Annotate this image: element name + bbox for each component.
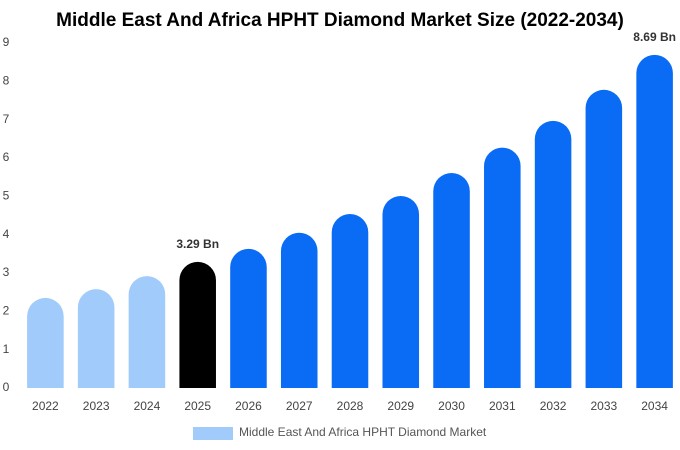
y-tick-label: 5 — [3, 189, 10, 203]
bar — [636, 54, 673, 389]
y-tick-label: 1 — [3, 342, 10, 356]
bar — [280, 232, 318, 388]
x-tick-label: 2030 — [438, 399, 465, 413]
x-tick-label: 2026 — [235, 399, 262, 413]
bar — [27, 297, 64, 388]
y-tick-label: 9 — [3, 35, 10, 49]
legend-label: Middle East And Africa HPHT Diamond Mark… — [239, 425, 487, 439]
x-tick-label: 2032 — [540, 399, 567, 413]
bar — [585, 89, 623, 388]
bar — [179, 261, 216, 388]
x-tick-label: 2028 — [337, 399, 364, 413]
value-label: 8.69 Bn — [633, 30, 676, 44]
bar — [382, 195, 420, 388]
y-tick-label: 3 — [3, 265, 10, 279]
x-tick-label: 2033 — [590, 399, 617, 413]
x-tick-label: 2023 — [83, 399, 110, 413]
y-tick-label: 0 — [3, 380, 10, 394]
y-tick-label: 7 — [3, 112, 10, 126]
x-tick-label: 2022 — [32, 399, 59, 413]
bar — [433, 172, 470, 388]
bar — [128, 276, 166, 388]
x-tick-label: 2025 — [184, 399, 211, 413]
value-label: 3.29 Bn — [176, 237, 219, 251]
y-tick-label: 8 — [3, 74, 10, 88]
bar — [230, 248, 267, 388]
x-tick-label: 2027 — [286, 399, 313, 413]
y-tick-label: 2 — [3, 304, 10, 318]
x-tick-label: 2029 — [387, 399, 414, 413]
bar — [77, 289, 115, 388]
legend-swatch — [193, 427, 233, 440]
chart-title: Middle East And Africa HPHT Diamond Mark… — [56, 10, 624, 31]
bar — [331, 213, 369, 388]
x-tick-label: 2024 — [134, 399, 161, 413]
x-tick-label: 2034 — [641, 399, 668, 413]
bar — [484, 147, 521, 388]
x-tick-label: 2031 — [489, 399, 516, 413]
bar — [534, 120, 572, 388]
y-tick-label: 6 — [3, 150, 10, 164]
y-tick-label: 4 — [3, 227, 10, 241]
